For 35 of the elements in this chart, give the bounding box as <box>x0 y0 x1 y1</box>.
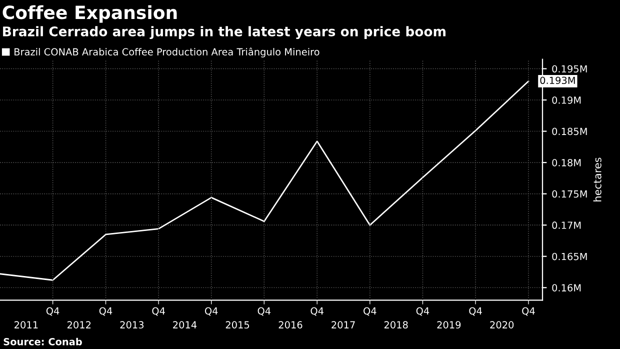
x2-tick-label: Q4 <box>522 307 535 316</box>
x-tick-label: 2012 <box>67 321 91 328</box>
chart-title: Coffee Expansion <box>2 5 177 23</box>
x2-tick-label: Q4 <box>204 307 218 316</box>
x-tick-label: 2019 <box>437 321 461 328</box>
x-tick-label: 2020 <box>490 321 514 328</box>
x-tick-label: 2016 <box>278 321 302 328</box>
x-tick-label: 2015 <box>226 321 250 328</box>
x2-tick-label: Q4 <box>99 307 112 316</box>
x2-tick-label: Q4 <box>364 307 376 316</box>
y-tick-label: 0.16M <box>552 284 581 292</box>
x2-tick-label: Q4 <box>258 307 271 316</box>
y-tick-label: 0.175M <box>552 190 587 198</box>
y-axis-title: hectares <box>593 158 602 202</box>
y-tick-label: 0.17M <box>552 222 581 229</box>
x-tick-label: 2011 <box>14 321 38 328</box>
x2-tick-label: Q4 <box>416 307 430 316</box>
y-tick-label: 0.165M <box>552 252 587 260</box>
y-tick-label: 0.195M <box>552 65 587 73</box>
x-tick-label: 2017 <box>332 321 355 328</box>
legend-label: Brazil CONAB Arabica Coffee Production Area Triângulo Mineiro <box>14 48 320 58</box>
y-tick-label: 0.185M <box>552 128 587 136</box>
data-label: 0.193M <box>540 76 575 84</box>
y-tick-label: 0.18M <box>552 159 581 166</box>
x2-tick-label: Q4 <box>469 307 482 316</box>
y-tick-label: 0.19M <box>552 96 581 104</box>
chart-subtitle: Brazil Cerrado area jumps in the latest years on price boom <box>3 26 446 40</box>
x2-tick-label: Q4 <box>46 307 60 316</box>
x-tick-label: 2013 <box>120 321 144 328</box>
x-tick-label: 2018 <box>384 321 408 328</box>
source-note: Source: Conab <box>4 338 82 346</box>
x2-tick-label: Q4 <box>152 307 165 316</box>
x2-tick-label: Q4 <box>310 307 324 316</box>
line-series <box>0 80 530 281</box>
x-tick-label: 2014 <box>173 321 197 328</box>
